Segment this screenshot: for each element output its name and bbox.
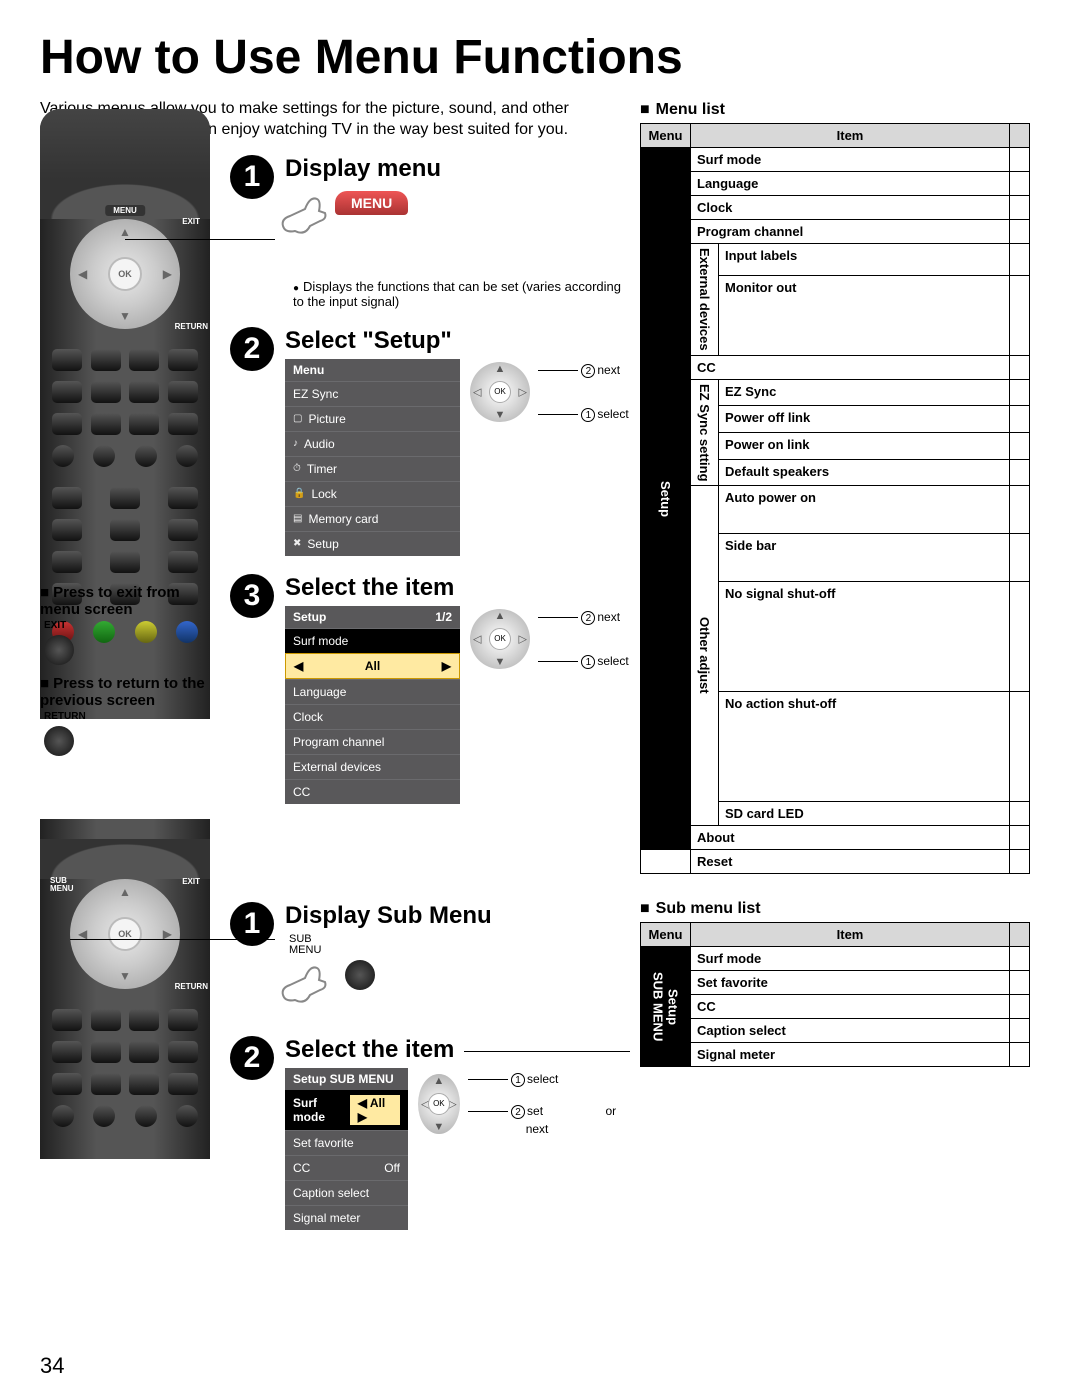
step-1-badge: 1 xyxy=(230,155,274,199)
menu-list-table: MenuItem SetupSurf mode Language Clock P… xyxy=(640,123,1030,874)
osd-row: 🔒Lock xyxy=(285,481,460,506)
exit-label-2: EXIT xyxy=(182,877,200,886)
osd-row: Program channel xyxy=(285,729,460,754)
osd-row: ✖Setup xyxy=(285,531,460,556)
sub-menu-label-bot: MENU xyxy=(289,945,630,956)
exit-button[interactable] xyxy=(44,635,74,665)
return-label: RETURN xyxy=(175,322,208,331)
osd-row: Signal meter xyxy=(285,1205,408,1230)
osd-setup-panel: Setup1/2 Surf mode ◀All▶ Language Clock … xyxy=(285,606,460,804)
osd-row: CC xyxy=(285,779,460,804)
step-1-title: Display menu xyxy=(285,155,630,183)
osd-row: CCOff xyxy=(285,1155,408,1180)
ok-button[interactable]: OK xyxy=(108,257,142,291)
step-2-title: Select "Setup" xyxy=(285,327,630,355)
return-button[interactable] xyxy=(44,726,74,756)
pointing-hand-icon xyxy=(275,191,335,249)
exit-note: Press to exit from menu screen xyxy=(40,584,220,618)
osd-row: ▤Memory card xyxy=(285,506,460,531)
page-title: How to Use Menu Functions xyxy=(40,30,1040,85)
osd-row: ♪Audio xyxy=(285,431,460,456)
step-sub1-title: Display Sub Menu xyxy=(285,902,630,930)
nav-hint: ▲▼◁▷OK 1select 2set or next xyxy=(418,1068,630,1140)
osd-row: ⏱Timer xyxy=(285,456,460,481)
return-btn-label: RETURN xyxy=(44,711,220,722)
step-2-badge: 2 xyxy=(230,327,274,371)
osd-menu-panel: Menu EZ Sync ▢Picture ♪Audio ⏱Timer 🔒Loc… xyxy=(285,359,460,556)
page-number: 34 xyxy=(40,1353,64,1379)
step-sub2-title: Select the item xyxy=(285,1036,454,1064)
osd-row-selected: ◀All▶ xyxy=(285,653,460,679)
sub-menu-list-table: MenuItem Setup SUB MENUSurf mode Set fav… xyxy=(640,922,1030,1067)
osd-row: External devices xyxy=(285,754,460,779)
sublist-title: Sub menu list xyxy=(640,900,1030,918)
osd-submenu-panel: Setup SUB MENU Surf mode◀ All ▶ Set favo… xyxy=(285,1068,408,1230)
return-note: Press to return to the previous screen xyxy=(40,675,220,709)
remote-control-lower: SUB MENU EXIT RETURN ▲▼◀▶ OK xyxy=(40,819,210,1159)
sub-label: SUB MENU xyxy=(50,877,74,893)
osd-row: Caption select xyxy=(285,1180,408,1205)
submenu-vert-label: Setup SUB MENU xyxy=(641,947,691,1067)
step-1-note: Displays the functions that can be set (… xyxy=(293,279,630,309)
return-label-2: RETURN xyxy=(175,982,208,991)
osd-row: ▢Picture xyxy=(285,406,460,431)
step-sub2-badge: 2 xyxy=(230,1036,274,1080)
step-3-title: Select the item xyxy=(285,574,630,602)
sub-menu-label-top: SUB xyxy=(289,934,630,945)
sub-menu-button[interactable] xyxy=(345,960,375,990)
exit-btn-label: EXIT xyxy=(44,620,220,631)
remote-dial: MENU EXIT RETURN ▲▼◀▶ OK xyxy=(70,219,180,329)
nav-hint: ▲▼◁▷OK 2next 1select xyxy=(470,606,629,672)
menu-label: MENU xyxy=(105,205,145,216)
ok-button-2[interactable]: OK xyxy=(108,917,142,951)
menulist-title: Menu list xyxy=(640,101,1030,119)
remote-dial-2: SUB MENU EXIT RETURN ▲▼◀▶ OK xyxy=(70,879,180,989)
osd-row: Surf mode xyxy=(285,628,460,653)
pointing-hand-icon xyxy=(275,960,335,1018)
nav-hint: ▲▼◁▷OK 2next 1select xyxy=(470,359,629,425)
osd-row: Language xyxy=(285,679,460,704)
step-sub1-badge: 1 xyxy=(230,902,274,946)
osd-row: Clock xyxy=(285,704,460,729)
osd-row: EZ Sync xyxy=(285,381,460,406)
osd-row: Set favorite xyxy=(285,1130,408,1155)
step-3-badge: 3 xyxy=(230,574,274,618)
osd-row: Surf mode◀ All ▶ xyxy=(285,1090,408,1130)
setup-vert-label: Setup xyxy=(641,148,691,850)
exit-label: EXIT xyxy=(182,217,200,226)
menu-button-graphic: MENU xyxy=(335,191,408,215)
